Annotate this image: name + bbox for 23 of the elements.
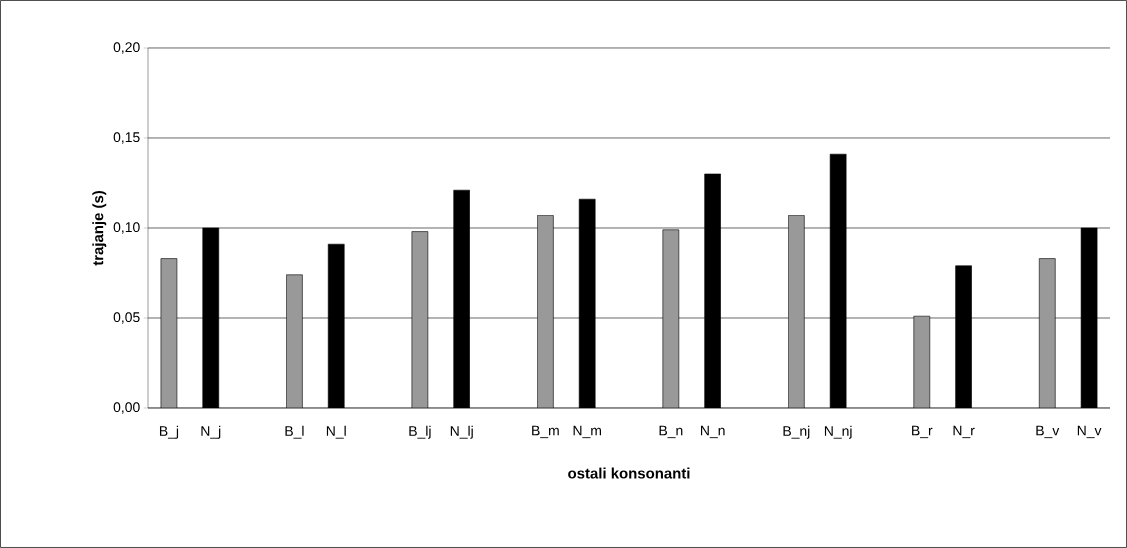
y-tick-label: 0,15 <box>113 132 140 144</box>
x-tick-label: B_nj <box>783 425 810 439</box>
x-tick-label: B_m <box>532 425 559 439</box>
x-tick-label: B_r <box>912 425 933 439</box>
x-tick-label: N_v <box>1077 425 1102 439</box>
x-tick-label: N_m <box>573 425 601 439</box>
x-tick-label: B_j <box>159 425 179 439</box>
x-tick-label: N_n <box>701 425 725 439</box>
y-tick-label: 0,20 <box>113 42 140 54</box>
x-tick-label: N_r <box>953 425 975 439</box>
x-tick-label: B_n <box>659 425 683 439</box>
x-tick-label: N_nj <box>824 425 852 439</box>
x-tick-label: N_j <box>201 425 221 439</box>
x-tick-label: N_l <box>326 425 346 439</box>
x-tick-label: B_v <box>1036 425 1060 439</box>
x-tick-label: B_l <box>285 425 304 439</box>
x-tick-label: N_lj <box>450 425 473 439</box>
x-tick-label: B_lj <box>409 425 431 439</box>
y-tick-label: 0,10 <box>113 222 140 234</box>
y-tick-label: 0,00 <box>113 402 140 414</box>
y-axis-title: trajanje (s) <box>92 190 107 266</box>
x-axis-title: ostali konsonanti <box>568 467 690 479</box>
y-tick-label: 0,05 <box>113 312 140 324</box>
